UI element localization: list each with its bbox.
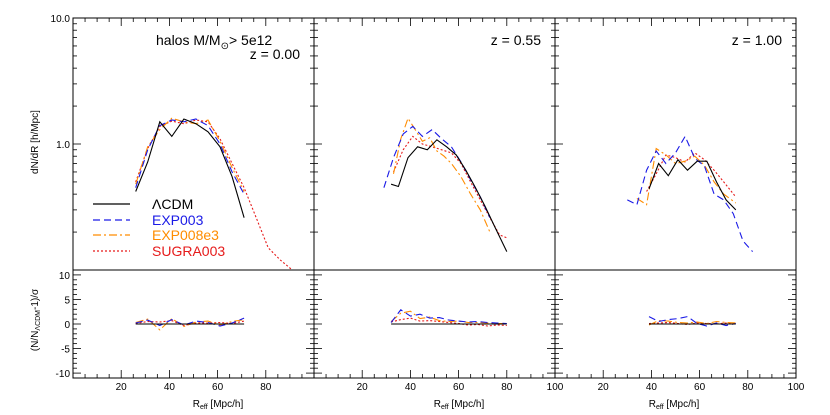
x-tick-label: 80	[501, 382, 513, 393]
y-tick-label: 10.0	[51, 14, 71, 25]
series-line-exp008e3	[392, 117, 491, 233]
x-tick-label: 80	[742, 382, 754, 393]
panels: 20 40 60 80 10.0 1.0 10 5 0 -5 -10 z = 0.00 20 40 60 80…	[51, 14, 805, 393]
series-line-sugra003	[392, 135, 508, 239]
residual-line-exp008e3	[648, 320, 736, 326]
y-axis-label-bottom-sub: ΛCDM	[35, 310, 42, 331]
x-tick-label: 60	[694, 382, 706, 393]
x-axis-label-sub: eff	[656, 404, 664, 411]
series-line-exp008e3	[636, 147, 737, 206]
legend-label-exp008e3: EXP008e3	[152, 227, 219, 243]
legend-label-sugra003: SUGRA003	[152, 243, 225, 259]
series-line-lcdm	[135, 118, 245, 218]
y-tick-label: 1.0	[56, 140, 70, 151]
series-line-sugra003	[135, 119, 293, 270]
panel-title: z = 0.00	[250, 46, 300, 62]
x-axis-label-sub: eff	[441, 404, 449, 411]
residual-line-sugra003	[390, 317, 507, 327]
mass-label-tail: > 5e12	[229, 32, 272, 48]
x-axis-label-unit: [Mpc/h]	[664, 399, 700, 410]
panel-title: z = 1.00	[732, 32, 782, 48]
x-axis-label-main: R	[649, 399, 656, 410]
residual-y-tick-label: 0	[64, 320, 70, 331]
x-tick-label: 40	[164, 382, 176, 393]
panel-2: 20 40 60 80 100 z = 0.55	[313, 17, 564, 393]
y-axis-label-top: dN/dR [h/Mpc]	[30, 110, 41, 174]
x-tick-label: 40	[405, 382, 417, 393]
mass-label: halos M/M⊙> 5e12	[156, 32, 272, 52]
residual-y-tick-label: 10	[59, 271, 71, 282]
x-axis-label-unit: [Mpc/h]	[449, 399, 485, 410]
series-line-exp003	[383, 125, 491, 218]
panel-1: 20 40 60 80 10.0 1.0 10 5 0 -5 -10 z = 0.00	[51, 14, 315, 393]
x-axis-label-main: R	[434, 399, 441, 410]
x-tick-label: 80	[260, 382, 272, 393]
x-tick-label: 40	[646, 382, 658, 393]
mass-label-sub: ⊙	[221, 41, 229, 52]
legend-label-exp003: EXP003	[152, 212, 204, 228]
mass-label-main: halos M/M	[156, 32, 221, 48]
x-axis-label-unit: [Mpc/h]	[208, 399, 244, 410]
x-tick-label: 20	[357, 382, 369, 393]
x-axis-label-panel-1: Reff [Mpc/h]	[193, 399, 244, 411]
residual-line-exp003	[648, 316, 736, 327]
series-line-sugra003	[646, 152, 737, 198]
x-tick-label: 60	[212, 382, 224, 393]
x-axis-label-main: R	[193, 399, 200, 410]
residual-y-tick-label: -10	[56, 369, 71, 380]
x-axis-label-sub: eff	[200, 404, 208, 411]
residual-line-exp008e3	[390, 310, 507, 325]
series-line-lcdm	[390, 139, 508, 252]
x-tick-label: 60	[453, 382, 465, 393]
plot-frame-top	[313, 17, 556, 271]
residual-y-tick-label: 5	[64, 295, 70, 306]
x-axis-label-panel-2: Reff [Mpc/h]	[434, 399, 485, 411]
x-tick-label: 20	[116, 382, 128, 393]
panel-3: 20 40 60 80 100 z = 1.00	[554, 17, 805, 393]
legend: ΛCDM EXP003 EXP008e3 SUGRA003	[93, 196, 225, 259]
panel-title: z = 0.55	[491, 32, 541, 48]
residual-line-exp003	[135, 317, 245, 327]
x-tick-label: 20	[598, 382, 610, 393]
x-tick-label: 100	[788, 382, 805, 393]
x-tick-label: 100	[547, 382, 564, 393]
y-axis-label-bottom-main: (N/N	[30, 331, 41, 352]
plot-frame-top	[554, 17, 797, 271]
series-line-exp003	[627, 135, 754, 252]
x-axis-label-panel-3: Reff [Mpc/h]	[649, 399, 700, 411]
series-line-exp008e3	[135, 117, 245, 192]
series-line-exp003	[135, 118, 245, 195]
residual-line-exp003	[390, 309, 507, 325]
y-axis-label-bottom-tail: -1)/σ	[30, 288, 41, 310]
legend-label-lcdm: ΛCDM	[152, 196, 193, 212]
y-axis-label-bottom: (N/NΛCDM-1)/σ	[30, 288, 42, 351]
residual-y-tick-label: -5	[61, 345, 70, 356]
series-line-lcdm	[648, 158, 737, 211]
